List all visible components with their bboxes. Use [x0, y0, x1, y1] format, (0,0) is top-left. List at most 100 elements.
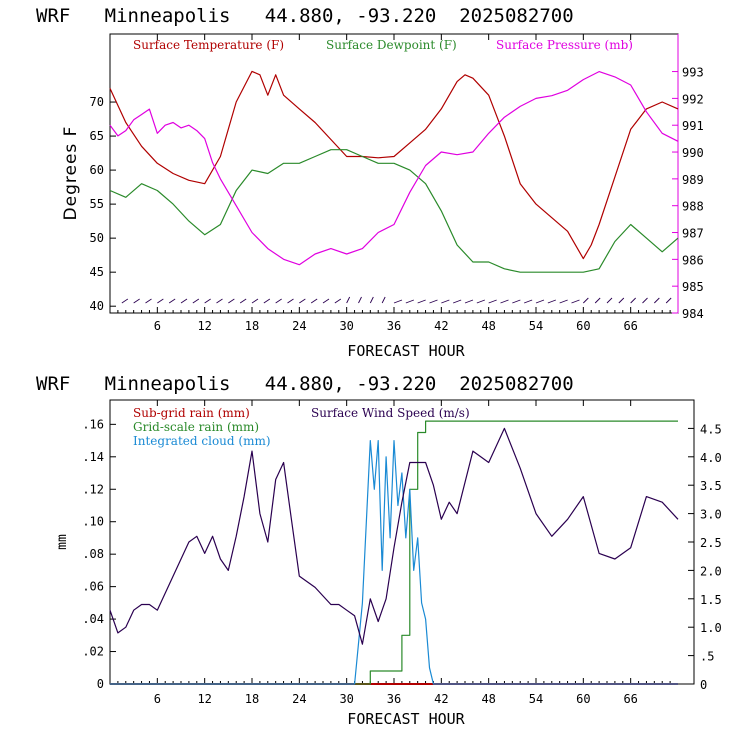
wind-barbs [121, 296, 672, 304]
top-chart-title: WRF Minneapolis 44.880, -93.220 20250827… [36, 5, 574, 27]
wind-barb [559, 299, 568, 304]
wind-barb [500, 299, 509, 304]
top-y-tick-label: 55 [90, 197, 104, 211]
top-chart-ticks: 6 12 18 24 30 36 42 48 54 60 66 40 45 50 55 60 65 70 984 98… [90, 34, 704, 333]
wind-barb [583, 297, 589, 304]
bottom-chart-ticks: 6 12 18 24 30 36 42 48 54 60 66 0 .02 .04 .06 .08 .10 .12… [82, 400, 722, 706]
top-y2-tick-label: 989 [682, 173, 704, 187]
wind-barb [476, 299, 485, 304]
top-x-tick-label: 30 [339, 319, 353, 333]
top-y-tick-label: 70 [90, 95, 104, 109]
top-y2-tick-label: 986 [682, 253, 704, 267]
wind-barb [547, 299, 556, 304]
wind-barb [429, 299, 438, 304]
bottom-y2-tick-label: .5 [700, 650, 714, 664]
bottom-y-tick-label: .14 [82, 450, 104, 464]
top-y-tick-label: 60 [90, 163, 104, 177]
wind-barb [571, 299, 580, 304]
bottom-y2-tick-label: 4.0 [700, 451, 722, 465]
wind-barb [464, 299, 474, 304]
top-x-tick-label: 24 [292, 319, 306, 333]
bottom-x-tick-label: 24 [292, 692, 306, 706]
wind-barb [204, 298, 211, 304]
wind-barb [453, 299, 462, 304]
wind-barb [630, 297, 636, 304]
bottom-x-tick-label: 66 [623, 692, 637, 706]
wind-barb [405, 299, 414, 304]
top-x-tick-label: 48 [481, 319, 495, 333]
wind-barb [524, 299, 533, 304]
bottom-y-tick-label: .08 [82, 547, 104, 561]
integrated-cloud-line [110, 440, 678, 685]
wind-barb [654, 297, 660, 304]
bottom-y2-tick-label: 4.5 [700, 422, 722, 436]
wind-barb [369, 296, 374, 304]
top-chart-series [109, 70, 679, 273]
wind-barb [535, 299, 545, 304]
bottom-y-tick-label: 0 [97, 677, 104, 691]
bottom-x-tick-label: 60 [576, 692, 590, 706]
wind-barb [239, 298, 247, 304]
top-x-tick-label: 6 [154, 319, 161, 333]
top-x-tick-label: 66 [623, 319, 637, 333]
bottom-y2-tick-label: 3.5 [700, 479, 722, 493]
top-x-tick-label: 42 [434, 319, 448, 333]
bottom-y2-tick-label: 1.0 [700, 621, 722, 635]
wind-barb [133, 298, 140, 304]
bottom-x-tick-label: 30 [339, 692, 353, 706]
wind-barb [157, 298, 164, 304]
wind-barb [512, 299, 521, 304]
bottom-x-tick-label: 36 [387, 692, 401, 706]
wind-barb [192, 298, 200, 304]
wind-barb [488, 299, 497, 304]
bottom-y-tick-label: .10 [82, 515, 104, 529]
legend-surface-dewpoint: Surface Dewpoint (F) [326, 38, 457, 52]
bottom-y2-tick-label: 1.5 [700, 593, 722, 607]
top-y2-tick-label: 991 [682, 119, 704, 133]
legend-surface-pressure: Surface Pressure (mb) [496, 38, 633, 52]
legend-subgrid-rain: Sub-grid rain (mm) [133, 406, 250, 420]
wind-barb [216, 298, 223, 304]
temperature-line [109, 70, 679, 260]
top-y2-tick-label: 987 [682, 227, 704, 241]
wind-barb [606, 297, 613, 304]
legend-integrated-cloud: Integrated cloud (mm) [133, 434, 271, 448]
bottom-y-tick-label: .12 [82, 482, 104, 496]
wind-barb [299, 298, 306, 304]
wind-barb [381, 296, 386, 304]
wind-barb [121, 298, 129, 304]
bottom-y2-tick-label: 2.5 [700, 536, 722, 550]
top-y-tick-label: 40 [90, 299, 104, 313]
legend-surface-temperature: Surface Temperature (F) [133, 38, 284, 52]
wind-barb [322, 298, 330, 304]
top-x-tick-label: 60 [576, 319, 590, 333]
bottom-y-tick-label: .06 [82, 580, 104, 594]
top-y2-tick-label: 990 [682, 146, 704, 160]
bottom-x-tick-label: 18 [245, 692, 259, 706]
bottom-y2-tick-label: 2.0 [700, 564, 722, 578]
top-x-tick-label: 18 [245, 319, 259, 333]
wind-barb [417, 299, 426, 304]
wind-barb [346, 296, 351, 304]
bottom-y2-tick-label: 3.0 [700, 508, 722, 522]
wind-barb [665, 297, 672, 304]
legend-surface-wind-speed: Surface Wind Speed (m/s) [311, 406, 470, 420]
bottom-x-tick-label: 6 [154, 692, 161, 706]
wind-barb [594, 297, 601, 304]
bottom-y-axis-label: mm [55, 534, 70, 550]
top-y-tick-label: 50 [90, 231, 104, 245]
wind-barb [393, 299, 403, 304]
bottom-x-tick-label: 12 [197, 692, 211, 706]
dewpoint-line [109, 149, 679, 273]
pressure-line [109, 70, 679, 266]
bottom-x-tick-label: 48 [481, 692, 495, 706]
wind-barb [168, 298, 176, 304]
bottom-x-axis-label: FORECAST HOUR [347, 710, 465, 728]
top-y2-tick-label: 985 [682, 280, 704, 294]
top-y-tick-label: 45 [90, 265, 104, 279]
wind-barb [263, 298, 271, 304]
bottom-x-tick-label: 42 [434, 692, 448, 706]
bottom-chart-series [109, 420, 679, 685]
wind-barb [358, 296, 362, 304]
